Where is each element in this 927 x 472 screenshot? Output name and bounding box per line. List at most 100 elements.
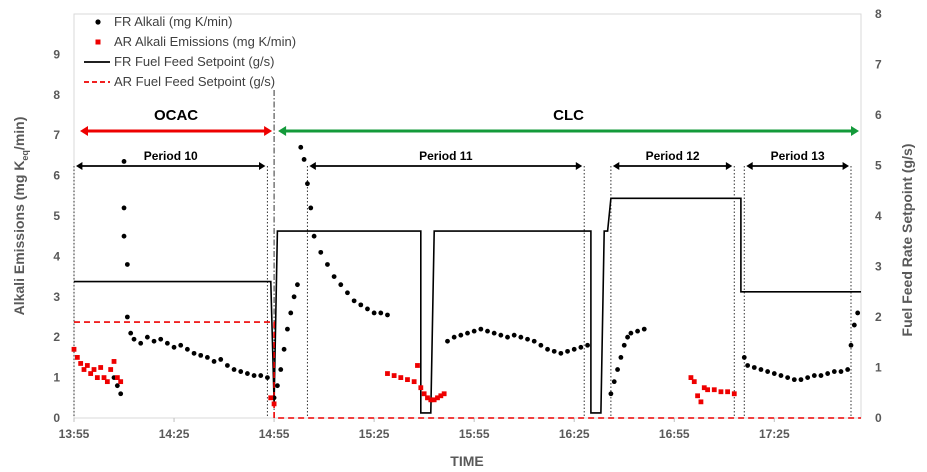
fr-alkali-point [298,144,304,150]
y2-tick-label: 3 [875,260,882,274]
fr-alkali-point [151,338,157,344]
phase-arrow-head-right [851,126,859,136]
ar-alkali-point [441,391,447,397]
fr-alkali-point [778,373,784,378]
fr-alkali-point [531,338,537,344]
fr-alkali-point [485,328,490,334]
fr-alkali-point [608,391,614,397]
fr-alkali-point [758,367,764,372]
ar-alkali-point [418,385,424,391]
ar-alkali-point [695,393,700,399]
fr-alkali-point [258,373,264,378]
fr-alkali-point [184,346,190,352]
fr-alkali-point [224,363,230,368]
y2-tick-label: 2 [875,310,882,324]
fr-alkali-point [565,348,570,354]
ar-alkali-point [405,377,410,383]
ar-alkali-point [415,363,420,368]
fr-alkali-point [138,340,144,346]
fr-alkali-point [245,371,250,376]
period-label: Period 10 [144,149,198,163]
fr-alkali-point [611,379,617,385]
y-axis-title: Alkali Emissions (mg Keq/min) [11,117,30,316]
ar-alkali-point [88,371,94,376]
fr-alkali-point [121,233,127,239]
fr-alkali-point [811,373,817,378]
x-tick-label: 16:55 [659,427,690,441]
fr-alkali-point [831,369,837,374]
period-arrow-head-left [309,162,316,170]
ar-alkali-point [268,395,274,401]
period-arrow-head-right [259,162,266,170]
y-tick-label: 3 [53,290,60,304]
fr-alkali-point [855,310,861,316]
fr-alkali-point [198,352,204,358]
phase-label: CLC [553,107,584,124]
x-tick-label: 14:25 [159,427,190,441]
fr-alkali-point [204,355,210,360]
fr-alkali-point [771,371,777,376]
annotations: OCAC CLC Period 10 Period 11 Period 12 Period… [76,107,859,170]
fr-alkali-point [158,336,164,342]
fr-alkali-point [178,342,184,348]
fr-alkali-point [305,181,310,187]
ar-alkali-point [698,399,704,405]
setpoint-lines [74,197,861,419]
ar-alkali-point [731,391,737,397]
ar-alkali-point [81,367,87,372]
fr-alkali-point [288,310,294,316]
ar-alkali-point [711,387,717,393]
plot-area [73,13,862,419]
ar-alkali-point [688,375,694,380]
fr-alkali-point [585,342,590,348]
legend: FR Alkali (mg K/min) AR Alkali Emissions … [84,14,296,89]
fr-alkali-point [751,365,757,370]
fr-alkali-point [478,326,484,332]
x-tick-label: 15:25 [359,427,390,441]
period-arrow-head-right [575,162,583,170]
ar-alkali-point [391,373,397,378]
fr-alkali-point [465,330,470,336]
fr-alkali-point [131,336,137,342]
ar-alkali-point [421,391,427,397]
ar-alkali-point [431,397,437,403]
ar-alkali-point [91,367,97,372]
ar-alkali-point [428,397,434,403]
fr-alkali-point [545,346,550,352]
setpoint-line [74,321,861,419]
fr-alkali-point [281,346,287,352]
fr-alkali-point [825,371,831,376]
y-tick-label: 9 [53,47,60,61]
fr-alkali-point [571,346,577,352]
y2-tick-label: 6 [875,108,882,122]
y2-axis-title: Fuel Feed Rate Setpoint (g/s) [899,144,915,337]
ar-alkali-point [118,379,124,385]
fr-alkali-point [371,310,377,316]
fr-alkali-point [291,294,297,300]
ar-alkali-point [94,375,100,380]
fr-alkali-point [745,363,751,368]
ar-alkali-point [438,393,444,399]
y-axis-title-main: Alkali Emissions (mg K [11,161,27,316]
phase-arrow-head-right [264,126,273,136]
fr-alkali-point [114,383,120,389]
fr-alkali-point [741,355,747,360]
fr-alkali-point [491,330,497,336]
ar-alkali-point [691,379,697,385]
ar-alkali-point [108,367,114,372]
fr-alkali-point [445,338,450,344]
x-tick-label: 17:25 [759,427,790,441]
fr-alkali-point [845,367,851,372]
legend-marker-dot [95,19,101,25]
x-tick-label: 14:55 [259,427,290,441]
x-axis-ticks: 13:55 14:25 14:55 15:25 15:55 16:25 16:55 17:25 [59,418,790,441]
ar-alkali-point [74,355,80,360]
period-label: Period 11 [419,149,473,163]
fr-alkali-point [525,336,530,342]
ar-alkali-point [705,387,711,393]
fr-alkali-point [171,344,177,350]
ar-alkali-point [101,375,107,380]
fr-alkali-point [285,326,290,332]
fr-alkali-point [635,328,640,334]
ar-alkali-point [104,379,110,385]
